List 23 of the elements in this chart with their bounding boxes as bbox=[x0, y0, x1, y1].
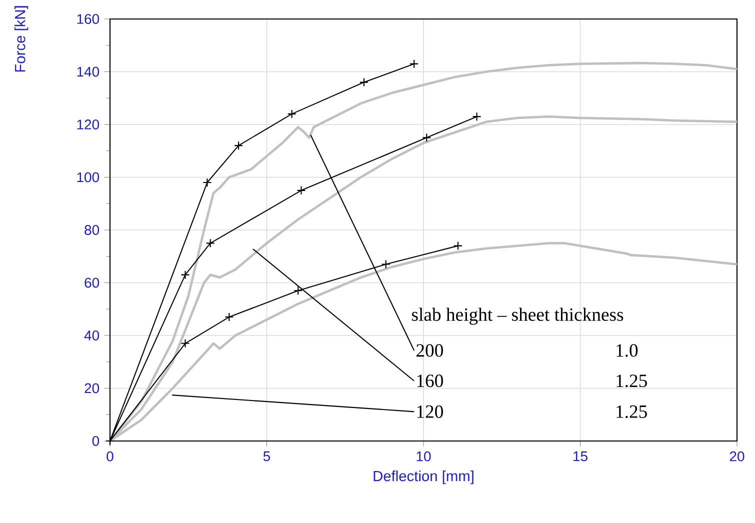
y-axis-title: Force [kN] bbox=[14, 6, 28, 72]
x-tick-label: 0 bbox=[106, 451, 114, 462]
annotation: 200 bbox=[416, 344, 443, 357]
x-tick-label: 5 bbox=[263, 451, 270, 462]
x-axis-title: Deflection [mm] bbox=[374, 470, 474, 484]
annotation: 1.0 bbox=[616, 344, 638, 357]
annotation: 120 bbox=[417, 405, 443, 418]
y-tick-label: 0 bbox=[92, 436, 100, 446]
y-tick-label: 60 bbox=[84, 278, 100, 288]
x-tick-label: 15 bbox=[574, 451, 588, 462]
annotation: slab height – sheet thickness bbox=[412, 308, 624, 325]
annotation: 1.25 bbox=[616, 405, 647, 418]
annotation: 1.25 bbox=[616, 374, 647, 388]
x-tick-label: 20 bbox=[730, 451, 744, 462]
y-tick-label: 80 bbox=[84, 225, 100, 235]
annotation: 160 bbox=[417, 374, 443, 388]
y-tick-label: 40 bbox=[84, 330, 100, 340]
y-tick-label: 140 bbox=[77, 66, 100, 77]
y-tick-label: 160 bbox=[77, 14, 100, 24]
y-tick-label: 20 bbox=[84, 383, 100, 394]
x-tick-label: 10 bbox=[416, 451, 431, 462]
y-tick-label: 100 bbox=[77, 172, 100, 182]
y-tick-label: 120 bbox=[77, 120, 100, 130]
